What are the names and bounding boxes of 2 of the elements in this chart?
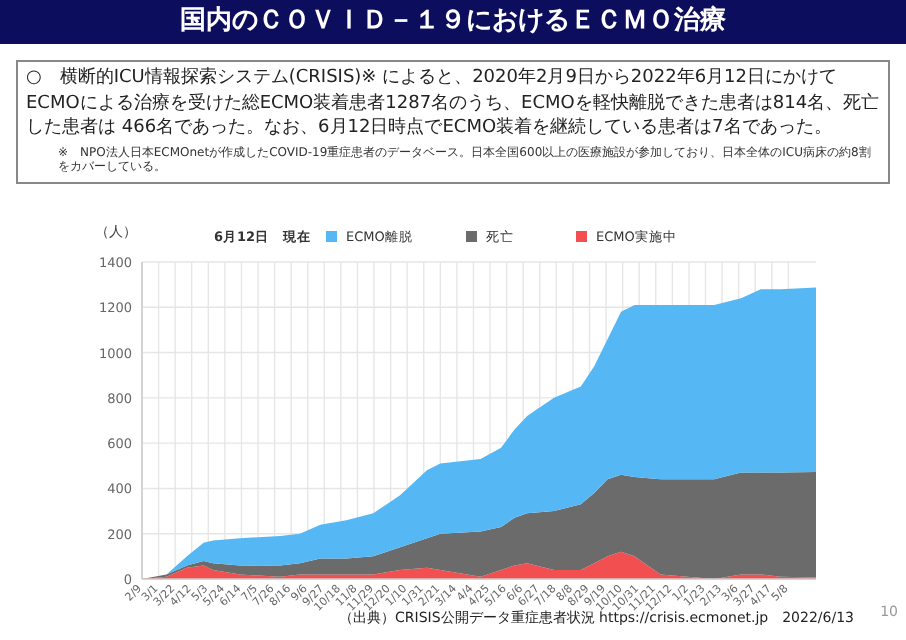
title: 国内のＣＯＶＩＤ－１９におけるＥＣＭＯ治療 [0, 0, 906, 44]
subtitle: ○ 横断的ICU情報探索システム(CRISIS)※ によると、2020年2月9日から2022年6月12日にかけてECMOによる治療を受けた総ECMO装着患者1287名のうち、ECMOを軽快離脱できた患者は814名、死亡した患者は 466名であった。なお、6月12日時点でECMO装着を継続している患者は7名であった。 [26, 66, 880, 141]
